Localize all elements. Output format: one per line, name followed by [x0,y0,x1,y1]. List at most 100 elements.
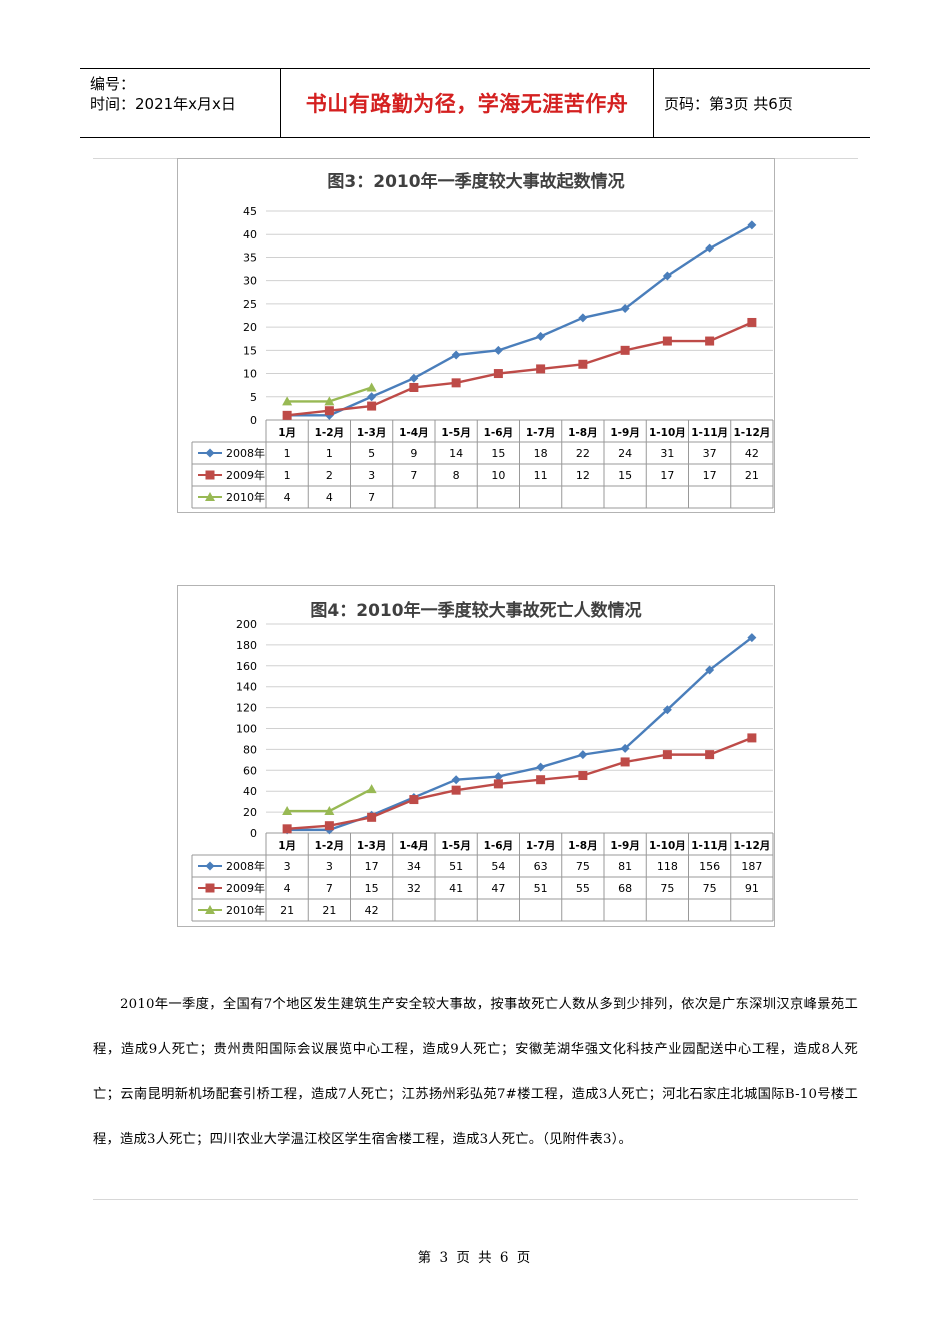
category-label: 1-12月 [733,840,770,852]
data-point [282,396,293,406]
category-label: 1-2月 [315,427,344,439]
y-tick-label: 0 [250,414,257,427]
page-label: 页码：第3页 共6页 [664,94,793,113]
table-value: 10 [491,469,505,482]
data-point [662,336,672,346]
series-2010年 [282,784,377,816]
chart-title: 图4：2010年一季度较大事故死亡人数情况 [310,600,641,621]
category-label: 1-8月 [568,840,597,852]
header-right-cell: 页码：第3页 共6页 [654,69,870,137]
data-point [620,757,630,767]
y-tick-label: 35 [243,251,257,264]
table-value: 54 [491,860,505,873]
page-header: 编号： 时间：2021年x月x日 书山有路勤为径，学海无涯苦作舟 页码：第3页 … [80,68,870,138]
y-tick-label: 100 [236,723,257,736]
y-tick-label: 120 [236,702,257,715]
data-table [191,419,774,509]
y-tick-label: 60 [243,764,257,777]
header-center-cell: 书山有路勤为径，学海无涯苦作舟 [281,69,654,137]
data-point [493,345,503,355]
legend-label: 2009年 [226,881,265,895]
category-label: 1-5月 [441,427,470,439]
legend-label: 2010年 [226,490,265,504]
data-point [367,812,377,822]
table-value: 32 [407,882,421,895]
y-tick-label: 140 [236,681,257,694]
table-value: 1 [326,447,333,460]
data-point [578,771,588,781]
table-value: 14 [449,447,463,460]
category-label: 1-11月 [691,427,728,439]
y-tick-label: 180 [236,639,257,652]
data-point [747,633,757,643]
table-value: 24 [618,447,632,460]
table-value: 2 [326,469,333,482]
category-label: 1-9月 [610,840,639,852]
table-value: 63 [534,860,548,873]
data-point [662,271,672,281]
data-point [324,821,334,831]
category-label: 1-11月 [691,840,728,852]
legend-marker [205,448,215,458]
header-left-cell: 编号： 时间：2021年x月x日 [80,69,281,137]
data-point [493,779,503,789]
data-point [324,396,335,406]
series-2008年 [282,633,757,835]
table-value: 15 [618,469,632,482]
time-label: 时间：2021年x月x日 [90,95,236,113]
data-point [409,382,419,392]
category-label: 1-12月 [733,427,770,439]
legend-marker [205,905,215,914]
table-value: 81 [618,860,632,873]
data-point [451,785,461,795]
category-label: 1-3月 [357,427,386,439]
data-point [705,243,715,253]
y-tick-label: 40 [243,228,257,241]
data-point [366,784,377,794]
footer-page-number: 第 3 页 共 6 页 [417,1250,533,1266]
table-value: 3 [326,860,333,873]
data-point [451,378,461,388]
table-value: 37 [703,447,717,460]
legend-label: 2008年 [226,859,265,873]
series-2008年 [282,220,757,420]
table-value: 42 [745,447,759,460]
table-value: 9 [410,447,417,460]
table-value: 156 [699,860,720,873]
data-point [536,364,546,374]
category-label: 1-3月 [357,840,386,852]
category-label: 1-7月 [526,427,555,439]
category-label: 1-2月 [315,840,344,852]
legend-marker [205,861,215,871]
category-label: 1-4月 [399,840,428,852]
y-tick-label: 40 [243,785,257,798]
data-point [366,382,377,392]
table-value: 41 [449,882,463,895]
data-point [536,762,546,772]
body-paragraph: 2010年一季度，全国有7个地区发生建筑生产安全较大事故，按事故死亡人数从多到少… [93,997,858,1147]
table-value: 17 [365,860,379,873]
table-value: 11 [534,469,548,482]
table-value: 4 [326,491,333,504]
table-value: 21 [745,469,759,482]
y-tick-label: 10 [243,368,257,381]
data-point [578,750,588,760]
table-value: 187 [741,860,762,873]
table-value: 55 [576,882,590,895]
table-value: 51 [449,860,463,873]
data-point [282,806,293,816]
legend-marker [205,470,215,480]
table-value: 7 [326,882,333,895]
data-point [324,406,334,416]
table-value: 42 [365,904,379,917]
chart-title: 图3：2010年一季度较大事故起数情况 [327,171,624,192]
data-point [282,824,292,834]
data-point [578,359,588,369]
category-label: 1-6月 [484,427,513,439]
motto: 书山有路勤为径，学海无涯苦作舟 [305,92,629,116]
category-label: 1月 [278,427,296,439]
table-value: 75 [660,882,674,895]
table-value: 1 [284,447,291,460]
data-point [324,806,335,816]
data-point [493,369,503,379]
